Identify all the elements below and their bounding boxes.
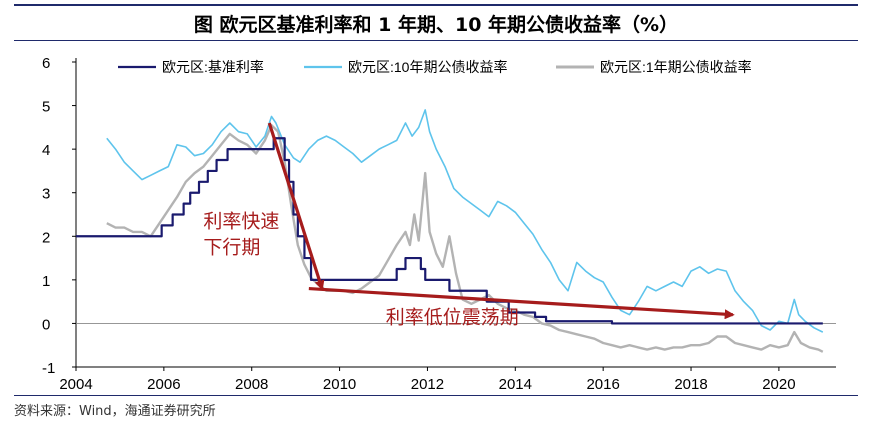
- x-tick-label: 2020: [762, 376, 795, 393]
- x-tick-label: 2006: [147, 376, 180, 393]
- y-tick-label: 3: [42, 186, 50, 203]
- x-tick-label: 2016: [586, 376, 619, 393]
- legend-label-y1: 欧元区:1年期公债收益率: [600, 59, 752, 75]
- y-tick-label: 2: [42, 229, 50, 246]
- x-tick-label: 2008: [235, 376, 268, 393]
- x-tick-label: 2014: [499, 376, 532, 393]
- annotation-text-1: 利率快速: [203, 211, 279, 233]
- y-tick-label: 5: [42, 99, 50, 116]
- y-tick-label: 6: [42, 55, 50, 72]
- y-tick-label: 4: [42, 142, 50, 159]
- annotation-text-1: 下行期: [203, 237, 260, 259]
- x-tick-label: 2010: [323, 376, 356, 393]
- y-tick-label: 0: [42, 316, 50, 333]
- series-line-y1: [106, 124, 824, 353]
- x-tick-label: 2004: [59, 376, 92, 393]
- y-tick-label: -1: [42, 360, 55, 377]
- figure-title: 图 欧元区基准利率和 1 年期、10 年期公债收益率（%）: [14, 4, 858, 41]
- source-note: 资料来源：Wind，海通证券研究所: [14, 404, 216, 419]
- annotation-arrows: [267, 122, 735, 320]
- series-line-y10: [106, 109, 824, 333]
- annotation-text-2: 利率低位震荡期: [386, 306, 519, 328]
- x-tick-label: 2012: [411, 376, 444, 393]
- footer-divider: [14, 395, 858, 396]
- trend-arrow-1: [267, 122, 325, 291]
- legend: 欧元区:基准利率 欧元区:10年期公债收益率 欧元区:1年期公债收益率: [118, 59, 752, 75]
- trend-arrow-2: [308, 286, 735, 320]
- axes: -1 0 1 2 3 4 5 6 2004 2006 2008 2010 2012 2014 2016 201…: [42, 55, 836, 393]
- legend-label-policy: 欧元区:基准利率: [162, 59, 264, 75]
- legend-label-y10: 欧元区:10年期公债收益率: [348, 59, 507, 75]
- x-tick-label: 2018: [674, 376, 707, 393]
- y-tick-label: 1: [42, 273, 50, 290]
